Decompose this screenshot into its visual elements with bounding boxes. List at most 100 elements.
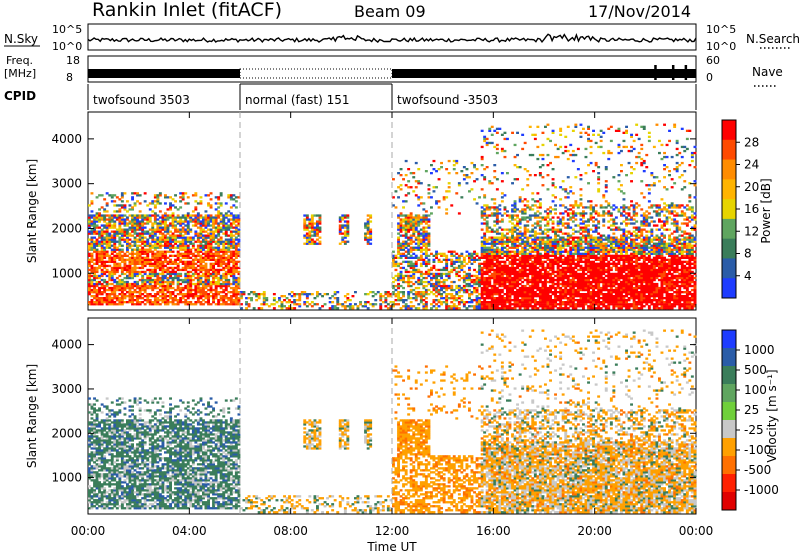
- echo-cell: [513, 202, 517, 205]
- echo-cell: [511, 204, 514, 207]
- echo-cell: [488, 305, 492, 308]
- echo-cell: [115, 230, 119, 233]
- echo-cell: [526, 295, 530, 298]
- echo-cell: [133, 272, 137, 276]
- echo-cell: [136, 238, 139, 241]
- echo-cell: [366, 301, 370, 304]
- echo-cell: [133, 256, 137, 259]
- echo-cell: [194, 234, 198, 237]
- echo-cell: [546, 301, 550, 304]
- echo-cell: [495, 264, 499, 268]
- echo-cell: [430, 268, 433, 272]
- echo-cell: [207, 194, 210, 197]
- echo-cell: [513, 224, 517, 227]
- echo-cell: [224, 232, 228, 235]
- echo-cell: [473, 260, 476, 263]
- echo-cell: [397, 240, 400, 243]
- echo-cell: [419, 264, 423, 268]
- echo-cell: [508, 240, 512, 243]
- echo-cell: [536, 301, 540, 304]
- echo-cell: [100, 256, 104, 259]
- echo-cell: [485, 141, 489, 145]
- echo-cell: [161, 301, 165, 304]
- echo-cell: [516, 293, 519, 296]
- echo-cell: [566, 238, 570, 241]
- echo-cell: [209, 218, 213, 221]
- echo-cell: [427, 192, 431, 195]
- echo-cell: [212, 248, 215, 251]
- echo-cell: [346, 228, 350, 231]
- echo-cell: [110, 220, 114, 223]
- echo-cell: [234, 260, 238, 263]
- echo-cell: [506, 210, 509, 213]
- echo-cell: [118, 293, 122, 296]
- echo-cell: [490, 299, 494, 302]
- echo-cell: [189, 230, 193, 233]
- echo-cell: [404, 240, 408, 243]
- echo-cell: [564, 244, 568, 247]
- echo-cell: [260, 307, 264, 310]
- echo-cell: [115, 216, 119, 219]
- echo-cell: [171, 216, 175, 219]
- echo-cell: [551, 238, 555, 241]
- echo-cell: [397, 284, 400, 288]
- echo-cell: [541, 284, 545, 288]
- echo-cell: [118, 264, 122, 268]
- echo-cell: [386, 291, 390, 294]
- echo-cell: [131, 270, 134, 274]
- echo-cell: [498, 272, 502, 276]
- echo-cell: [419, 234, 423, 237]
- echo-cell: [536, 192, 540, 195]
- echo-cell: [473, 198, 476, 201]
- echo-cell: [465, 307, 469, 310]
- echo-cell: [166, 238, 170, 241]
- echo-cell: [538, 216, 542, 219]
- echo-cell: [310, 224, 314, 227]
- echo-cell: [493, 274, 497, 278]
- echo-cell: [219, 276, 223, 280]
- echo-cell: [161, 270, 165, 274]
- echo-cell: [460, 268, 464, 272]
- echo-cell: [559, 129, 563, 132]
- echo-cell: [516, 208, 519, 211]
- echo-cell: [397, 274, 400, 278]
- echo-cell: [498, 220, 502, 223]
- echo-cell: [93, 240, 96, 243]
- echo-cell: [493, 230, 497, 233]
- echo-cell: [457, 258, 461, 261]
- echo-cell: [174, 272, 177, 276]
- echo-cell: [462, 280, 466, 284]
- echo-cell: [298, 293, 302, 296]
- echo-cell: [153, 284, 157, 288]
- echo-cell: [480, 305, 484, 308]
- echo-cell: [536, 206, 540, 209]
- echo-cell: [536, 262, 540, 265]
- echo-cell: [265, 299, 269, 302]
- echo-cell: [554, 212, 557, 215]
- echo-cell: [199, 301, 203, 304]
- echo-cell: [483, 282, 487, 286]
- echo-cell: [554, 186, 557, 189]
- echo-cell: [541, 232, 545, 235]
- echo-cell: [549, 288, 552, 292]
- echo-cell: [199, 222, 203, 225]
- echo-cell: [506, 250, 509, 253]
- echo-cell: [186, 278, 190, 282]
- echo-cell: [141, 250, 145, 253]
- echo-cell: [181, 230, 185, 233]
- echo-cell: [113, 248, 117, 251]
- echo-cell: [523, 204, 527, 207]
- echo-cell: [523, 254, 527, 257]
- echo-cell: [158, 280, 162, 284]
- echo-cell: [483, 168, 487, 171]
- echo-cell: [366, 293, 370, 296]
- echo-cell: [219, 297, 223, 300]
- echo-cell: [280, 301, 284, 304]
- echo-cell: [559, 198, 563, 201]
- echo-cell: [113, 264, 117, 268]
- echo-cell: [536, 216, 540, 219]
- echo-cell: [113, 293, 117, 296]
- echo-cell: [120, 200, 124, 203]
- echo-cell: [179, 252, 183, 255]
- echo-cell: [153, 244, 157, 247]
